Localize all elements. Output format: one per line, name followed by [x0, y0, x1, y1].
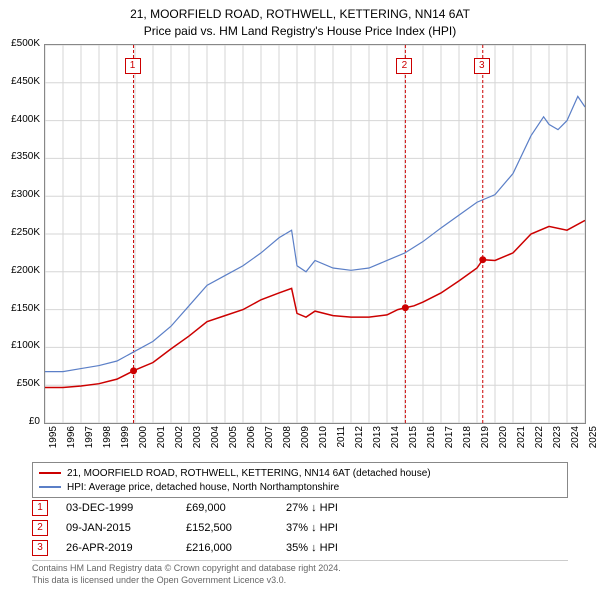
sale-price: £216,000: [186, 542, 286, 554]
x-tick-label: 2018: [462, 426, 473, 456]
y-tick-label: £100K: [2, 340, 40, 351]
x-tick-label: 2005: [228, 426, 239, 456]
x-tick-label: 2000: [138, 426, 149, 456]
footer-line2: This data is licensed under the Open Gov…: [32, 575, 568, 587]
x-tick-label: 2007: [264, 426, 275, 456]
x-tick-label: 1995: [48, 426, 59, 456]
y-tick-label: £200K: [2, 265, 40, 276]
sale-diff: 37% ↓ HPI: [286, 522, 386, 534]
legend-row: HPI: Average price, detached house, Nort…: [39, 480, 561, 494]
x-tick-label: 2025: [588, 426, 599, 456]
y-tick-label: £0: [2, 416, 40, 427]
chart-plot-area: [44, 44, 586, 424]
x-tick-label: 2020: [498, 426, 509, 456]
chart-container: 21, MOORFIELD ROAD, ROTHWELL, KETTERING,…: [0, 0, 600, 590]
sale-row-marker: 2: [32, 520, 48, 536]
x-tick-label: 1997: [84, 426, 95, 456]
legend-label: HPI: Average price, detached house, Nort…: [67, 482, 339, 493]
x-tick-label: 2003: [192, 426, 203, 456]
sale-marker-3: 3: [474, 58, 490, 74]
x-tick-label: 2013: [372, 426, 383, 456]
footer: Contains HM Land Registry data © Crown c…: [32, 560, 568, 586]
y-tick-label: £450K: [2, 76, 40, 87]
x-tick-label: 2019: [480, 426, 491, 456]
y-tick-label: £350K: [2, 151, 40, 162]
legend-swatch: [39, 472, 61, 474]
x-tick-label: 2017: [444, 426, 455, 456]
title-line1: 21, MOORFIELD ROAD, ROTHWELL, KETTERING,…: [0, 6, 600, 23]
legend-swatch: [39, 486, 61, 488]
sale-price: £152,500: [186, 522, 286, 534]
y-tick-label: £500K: [2, 38, 40, 49]
x-tick-label: 2006: [246, 426, 257, 456]
legend-row: 21, MOORFIELD ROAD, ROTHWELL, KETTERING,…: [39, 466, 561, 480]
sale-date: 03-DEC-1999: [66, 502, 186, 514]
sale-row: 2 09-JAN-2015£152,50037% ↓ HPI: [32, 520, 386, 536]
sale-diff: 27% ↓ HPI: [286, 502, 386, 514]
x-tick-label: 1998: [102, 426, 113, 456]
x-tick-label: 1999: [120, 426, 131, 456]
x-tick-label: 2012: [354, 426, 365, 456]
x-tick-label: 2001: [156, 426, 167, 456]
sale-diff: 35% ↓ HPI: [286, 542, 386, 554]
x-tick-label: 2022: [534, 426, 545, 456]
sale-date: 26-APR-2019: [66, 542, 186, 554]
x-tick-label: 2024: [570, 426, 581, 456]
x-tick-label: 2023: [552, 426, 563, 456]
y-tick-label: £400K: [2, 114, 40, 125]
y-tick-label: £50K: [2, 378, 40, 389]
x-tick-label: 2004: [210, 426, 221, 456]
sale-row-marker: 1: [32, 500, 48, 516]
x-tick-label: 2016: [426, 426, 437, 456]
sale-row: 3 26-APR-2019£216,00035% ↓ HPI: [32, 540, 386, 556]
y-tick-label: £300K: [2, 189, 40, 200]
title-block: 21, MOORFIELD ROAD, ROTHWELL, KETTERING,…: [0, 0, 600, 40]
title-line2: Price paid vs. HM Land Registry's House …: [0, 23, 600, 40]
sale-price: £69,000: [186, 502, 286, 514]
footer-line1: Contains HM Land Registry data © Crown c…: [32, 563, 568, 575]
x-tick-label: 2008: [282, 426, 293, 456]
x-tick-label: 2011: [336, 426, 347, 456]
x-tick-label: 2015: [408, 426, 419, 456]
sale-date: 09-JAN-2015: [66, 522, 186, 534]
x-tick-label: 2009: [300, 426, 311, 456]
sale-marker-2: 2: [396, 58, 412, 74]
sale-row: 1 03-DEC-1999£69,00027% ↓ HPI: [32, 500, 386, 516]
legend-label: 21, MOORFIELD ROAD, ROTHWELL, KETTERING,…: [67, 468, 431, 479]
legend: 21, MOORFIELD ROAD, ROTHWELL, KETTERING,…: [32, 462, 568, 498]
y-tick-label: £250K: [2, 227, 40, 238]
x-tick-label: 1996: [66, 426, 77, 456]
x-tick-label: 2010: [318, 426, 329, 456]
sale-marker-1: 1: [125, 58, 141, 74]
x-tick-label: 2014: [390, 426, 401, 456]
x-tick-label: 2002: [174, 426, 185, 456]
sale-row-marker: 3: [32, 540, 48, 556]
y-tick-label: £150K: [2, 303, 40, 314]
x-tick-label: 2021: [516, 426, 527, 456]
chart-svg: [45, 45, 585, 423]
